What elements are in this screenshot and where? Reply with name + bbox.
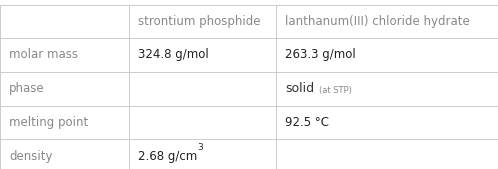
Text: (at STP): (at STP) [319, 86, 352, 95]
Text: density: density [9, 150, 52, 163]
Text: molar mass: molar mass [9, 49, 78, 61]
Text: phase: phase [9, 82, 45, 95]
Text: 2.68 g/cm: 2.68 g/cm [138, 150, 198, 163]
Text: melting point: melting point [9, 116, 88, 129]
Text: 324.8 g/mol: 324.8 g/mol [138, 49, 209, 61]
Text: 3: 3 [197, 142, 203, 152]
Text: strontium phosphide: strontium phosphide [138, 15, 261, 28]
Text: solid: solid [285, 82, 314, 95]
Text: 263.3 g/mol: 263.3 g/mol [285, 49, 356, 61]
Text: 92.5 °C: 92.5 °C [285, 116, 329, 129]
Text: lanthanum(III) chloride hydrate: lanthanum(III) chloride hydrate [285, 15, 470, 28]
